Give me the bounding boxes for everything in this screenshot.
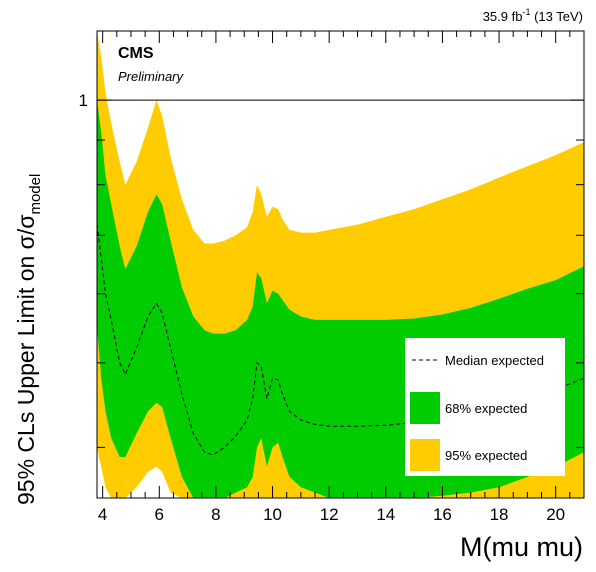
x-tick-label: 20 (546, 505, 565, 524)
lumi-superscript: -1 (522, 7, 530, 17)
legend-95-label: 95% expected (445, 448, 527, 463)
x-tick-label: 8 (211, 505, 220, 524)
plot-frame (96, 30, 585, 499)
legend: Median expected 68% expected 95% expecte… (405, 338, 565, 476)
x-tick-label: 10 (263, 505, 282, 524)
lumi-value: 35.9 fb (483, 9, 523, 24)
x-tick-label: 18 (490, 505, 509, 524)
x-tick-label: 4 (98, 505, 107, 524)
lumi-label: 35.9 fb-1 (13 TeV) (483, 7, 583, 24)
median-expected-line (97, 224, 584, 456)
legend-68-swatch (410, 392, 440, 424)
y-axis-title-main: 95% CLs Upper Limit on σ/σ (13, 215, 39, 505)
x-tick-label: 6 (155, 505, 164, 524)
legend-95-swatch (410, 439, 440, 471)
x-tick-label: 14 (376, 505, 395, 524)
y-axis-title: 95% CLs Upper Limit on σ/σmodel (13, 174, 44, 505)
experiment-label: CMS (118, 45, 154, 62)
status-label: Preliminary (118, 69, 185, 84)
x-axis-ticks: 4 6 8 10 12 14 16 18 20 (98, 31, 585, 524)
x-tick-label: 12 (320, 505, 339, 524)
x-tick-label: 16 (433, 505, 452, 524)
y-tick-label: 1 (79, 91, 88, 110)
legend-68-label: 68% expected (445, 401, 527, 416)
median-layer (97, 224, 584, 456)
x-axis-title: M(mu mu) (460, 532, 583, 562)
legend-median-label: Median expected (445, 353, 544, 368)
y-axis-title-subscript: model (27, 174, 44, 215)
y-axis-ticks: 1 (79, 91, 584, 448)
lumi-energy: (13 TeV) (530, 9, 583, 24)
